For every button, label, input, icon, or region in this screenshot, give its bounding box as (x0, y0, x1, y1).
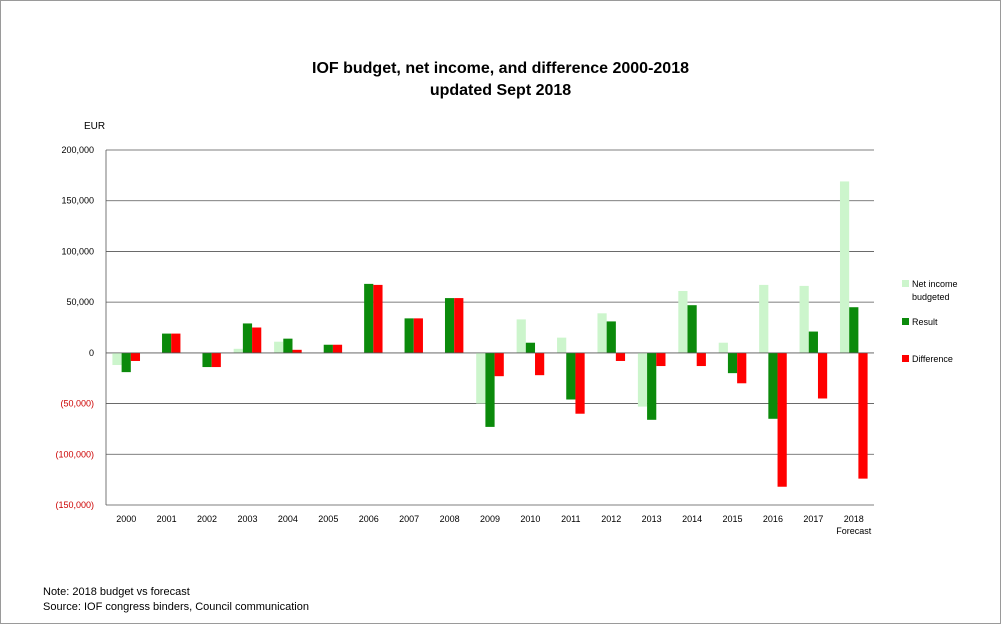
x-tick-label: 2004 (278, 514, 298, 524)
bar-net-income-budgeted (839, 181, 850, 353)
x-tick-label: 2011 (561, 514, 580, 524)
bar-difference (292, 349, 302, 353)
bar-result (768, 352, 778, 419)
bar-net-income-budgeted (678, 290, 688, 353)
bar-result (242, 323, 253, 353)
x-tick-label: 2003 (237, 514, 257, 524)
bar-result (121, 352, 131, 373)
x-tick-label: 2000 (116, 514, 136, 524)
bar-net-income-budgeted (637, 352, 648, 407)
x-tick-label: 2010 (520, 514, 540, 524)
bar-net-income-budgeted (799, 285, 809, 353)
y-tick-label: 100,000 (61, 246, 94, 256)
legend-label: Result (912, 317, 938, 327)
bar-result (566, 352, 576, 400)
bar-result (404, 318, 414, 353)
y-tick-label: 150,000 (61, 196, 94, 206)
bar-result (444, 298, 455, 353)
bar-result (283, 338, 293, 353)
bar-difference (454, 298, 464, 353)
chart-subtitle: updated Sept 2018 (429, 82, 572, 99)
y-axis-unit-label: EUR (84, 121, 106, 132)
bar-difference (817, 352, 828, 399)
bar-net-income-budgeted (274, 341, 284, 353)
bar-result (525, 342, 536, 353)
bar-net-income-budgeted (557, 337, 567, 353)
x-tick-label: 2009 (480, 514, 500, 524)
y-tick-label: 200,000 (61, 145, 94, 155)
x-tick-sublabel: Forecast (836, 526, 872, 536)
chart-notes: Note: 2018 budget vs forecast Source: IO… (43, 585, 309, 615)
bar-difference (373, 284, 383, 353)
x-tick-label: 2013 (642, 514, 662, 524)
bar-difference (737, 352, 747, 384)
bar-difference (211, 352, 221, 368)
bar-difference (656, 352, 666, 367)
bar-result (687, 305, 697, 353)
bar-net-income-budgeted (476, 352, 486, 404)
bar-difference (130, 352, 141, 361)
x-tick-label: 2016 (763, 514, 783, 524)
bar-difference (777, 352, 787, 487)
chart-title: IOF budget, net income, and difference 2… (312, 60, 689, 77)
bar-difference (575, 352, 585, 414)
note-line: Note: 2018 budget vs forecast (43, 586, 190, 598)
bar-result (162, 333, 172, 353)
x-tick-label: 2007 (399, 514, 419, 524)
bar-net-income-budgeted (112, 352, 122, 366)
bar-result (849, 307, 859, 353)
bar-net-income-budgeted (597, 313, 607, 353)
legend-label: Difference (912, 354, 953, 364)
x-tick-label: 2001 (157, 514, 177, 524)
bar-difference (858, 352, 868, 479)
legend-label: Net income (912, 279, 958, 289)
bar-result (202, 352, 212, 368)
x-tick-label: 2008 (440, 514, 460, 524)
bar-net-income-budgeted (718, 342, 728, 353)
bar-difference (615, 352, 626, 361)
x-tick-label: 2017 (803, 514, 823, 524)
bar-result (485, 352, 495, 427)
source-line: Source: IOF congress binders, Council co… (43, 601, 309, 613)
bar-difference (696, 352, 706, 367)
bar-difference (252, 327, 262, 353)
x-tick-label: 2005 (318, 514, 338, 524)
x-tick-label: 2002 (197, 514, 217, 524)
y-tick-label: 0 (89, 348, 94, 358)
legend-swatch (902, 280, 909, 287)
bar-difference (171, 333, 181, 353)
bar-difference (332, 344, 343, 353)
legend-swatch (902, 318, 909, 325)
bar-result (364, 283, 374, 353)
bar-result (808, 331, 818, 353)
bar-net-income-budgeted (516, 319, 526, 353)
y-tick-label: 50,000 (66, 297, 94, 307)
bar-result (323, 344, 333, 353)
bar-result (606, 321, 616, 353)
bar-difference (413, 318, 423, 353)
y-tick-label: (150,000) (55, 500, 94, 510)
bar-net-income-budgeted (233, 348, 243, 353)
legend-swatch (902, 355, 909, 362)
bar-result (647, 352, 657, 420)
x-tick-label: 2018 (844, 514, 864, 524)
bar-difference (494, 352, 504, 377)
y-tick-label: (100,000) (55, 449, 94, 459)
x-tick-label: 2015 (723, 514, 743, 524)
x-tick-label: 2012 (601, 514, 621, 524)
bar-difference (535, 352, 545, 376)
y-tick-label: (50,000) (60, 399, 94, 409)
x-tick-label: 2006 (359, 514, 379, 524)
bar-result (727, 352, 738, 374)
bar-net-income-budgeted (759, 284, 769, 353)
x-tick-label: 2014 (682, 514, 702, 524)
legend-label: budgeted (912, 292, 950, 302)
